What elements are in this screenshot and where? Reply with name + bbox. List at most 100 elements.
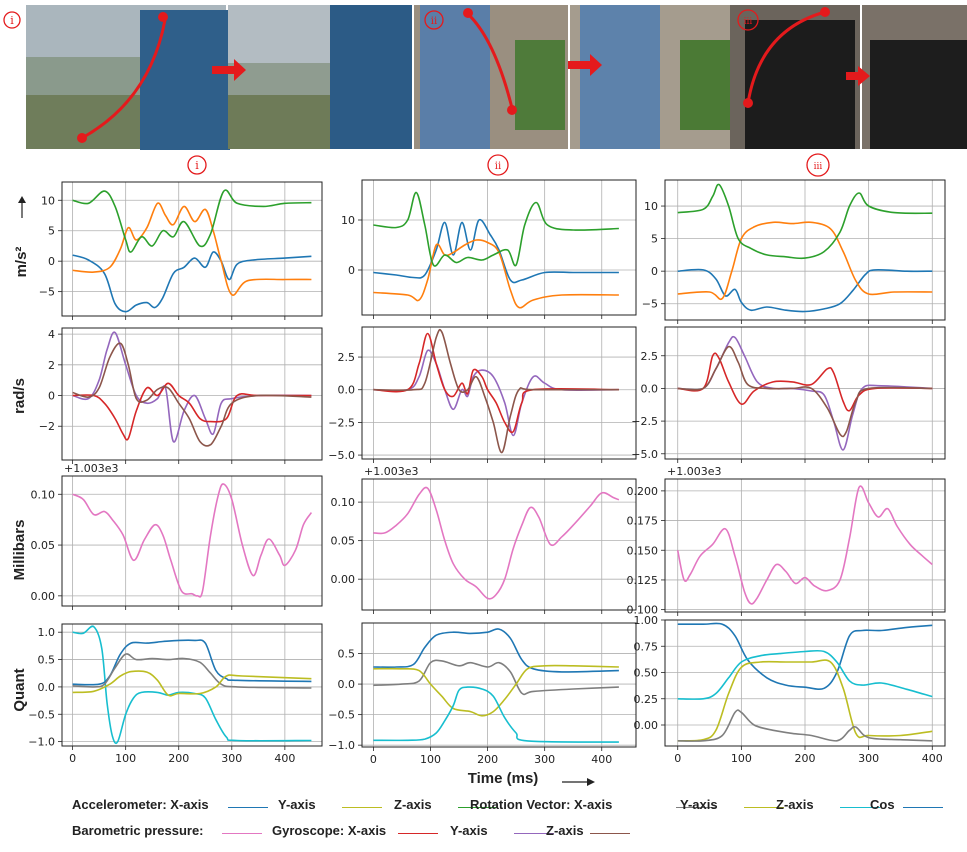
x-tick-label: 300 — [534, 753, 555, 766]
y-tick-label: 2.5 — [338, 351, 356, 364]
y-tick-label: 1.00 — [634, 614, 659, 627]
legend-swatch — [590, 833, 630, 834]
x-tick-label: 0 — [674, 752, 681, 765]
chart-rv-i: 0 100 200 300 400 −1.0 −0.5 0.0 0.5 1.0 — [28, 623, 323, 765]
series-rv_cos — [373, 628, 619, 673]
photo-strip: i ii iii — [3, 5, 967, 150]
legend-swatch — [840, 807, 880, 808]
y-tick-label: 0.0 — [338, 384, 356, 397]
offset-label: +1.003e3 — [364, 465, 418, 478]
y-tick-label: 0.00 — [31, 590, 56, 603]
y-tick-label: 5 — [651, 233, 658, 246]
legend-label: Barometric pressure: — [72, 823, 204, 838]
chart-gyr-iii: −5.0 −2.5 0.0 2.5 — [631, 326, 946, 463]
y-tick-label: 0.05 — [331, 535, 356, 548]
y-tick-label: −2.5 — [631, 415, 658, 428]
x-tick-label: 100 — [420, 753, 441, 766]
y-tick-label: −1.0 — [328, 739, 355, 752]
y-tick-label: 0.0 — [38, 681, 56, 694]
series-baro — [72, 483, 313, 598]
legend-swatch — [744, 807, 784, 808]
y-tick-label: −2 — [39, 420, 55, 433]
y-tick-label: 2.5 — [641, 350, 659, 363]
series-gyr_z — [373, 328, 619, 454]
y-tick-label: 0.75 — [634, 640, 659, 653]
y-tick-label: 2 — [48, 359, 55, 372]
x-tick-label: 400 — [922, 752, 943, 765]
y-tick-label: 0 — [348, 264, 355, 277]
ylabel-gyr: rad/s — [11, 378, 28, 414]
y-tick-label: 0.5 — [338, 648, 356, 661]
series-rv_x — [72, 653, 312, 689]
legend-swatch — [676, 807, 716, 808]
x-tick-label: 200 — [168, 752, 189, 765]
plot-frame — [361, 478, 637, 611]
series-acc_z — [72, 189, 312, 253]
series-acc_y — [72, 202, 312, 296]
legend-label: Cos — [870, 797, 895, 812]
y-tick-label: 0.25 — [634, 693, 659, 706]
x-tick-label: 200 — [795, 752, 816, 765]
x-tick-label: 100 — [731, 752, 752, 765]
svg-text:iii: iii — [814, 162, 823, 172]
plot-frame — [664, 179, 946, 321]
photo-marker-iii: iii — [737, 9, 759, 31]
chart-gyr-ii: −5.0 −2.5 0.0 2.5 — [328, 326, 637, 463]
column-label-i: i — [187, 155, 207, 175]
chart-baro-i: 0.00 0.05 0.10 +1.003e3 — [31, 462, 323, 610]
legend-label: Y-axis — [278, 797, 316, 812]
y-tick-label: 10 — [41, 194, 55, 207]
y-tick-label: 0.5 — [38, 654, 56, 667]
series-rv_cos — [677, 622, 933, 691]
y-tick-label: 0 — [651, 265, 658, 278]
series-rv_z — [677, 649, 933, 700]
y-tick-label: −0.5 — [28, 708, 55, 721]
series-gyr_y — [72, 331, 312, 443]
xlabel: Time (ms) — [468, 770, 539, 787]
column-label-iii: iii — [806, 153, 830, 177]
legend-swatch — [228, 807, 268, 808]
plot-frame — [61, 623, 323, 747]
series-rv_x — [373, 659, 619, 696]
photo-marker-i: i — [3, 11, 21, 29]
legend-swatch — [514, 833, 554, 834]
series-acc_y — [677, 221, 933, 301]
y-tick-label: 0.0 — [338, 678, 356, 691]
y-tick-label: −1.0 — [28, 736, 55, 749]
y-tick-label: 0.00 — [331, 573, 356, 586]
ylabel-rv: Quant — [11, 668, 28, 711]
y-tick-label: 0.175 — [627, 515, 659, 528]
series-acc_x — [373, 218, 619, 284]
legend-label: Accelerometer: X-axis — [72, 797, 209, 812]
y-tick-label: 0.05 — [31, 539, 56, 552]
series-gyr_y — [373, 349, 619, 437]
chart-baro-ii: 0.00 0.05 0.10 +1.003e3 — [331, 465, 637, 614]
series-gyr_x — [677, 352, 933, 412]
series-acc_z — [373, 191, 619, 267]
series-gyr_x — [373, 332, 619, 434]
legend-label: Z-axis — [776, 797, 814, 812]
chart-baro-iii: 0.100 0.125 0.150 0.175 0.200 +1.003e3 — [627, 465, 946, 617]
svg-text:i: i — [10, 14, 14, 27]
y-tick-label: 0.150 — [627, 544, 659, 557]
legend-swatch — [903, 807, 943, 808]
photo-panel-ii — [414, 5, 740, 149]
x-tick-label: 400 — [274, 752, 295, 765]
svg-text:ii: ii — [495, 161, 501, 172]
x-tick-label: 400 — [591, 753, 612, 766]
chart-rv-iii: 0 100 200 300 400 0.00 0.25 0.50 0.75 1.00 — [634, 614, 946, 765]
y-tick-label: −0.5 — [328, 709, 355, 722]
plot-frame — [61, 181, 323, 317]
x-tick-label: 0 — [69, 752, 76, 765]
legend-label: Z-axis — [546, 823, 584, 838]
series-rv_x — [677, 709, 933, 742]
y-tick-label: 0.10 — [31, 488, 56, 501]
legend-swatch — [222, 833, 262, 834]
y-tick-label: 10 — [341, 214, 355, 227]
svg-text:i: i — [195, 159, 199, 172]
series-baro — [373, 486, 620, 600]
chart-acc-ii: 0 10 — [341, 179, 637, 319]
y-tick-label: 0.10 — [331, 496, 356, 509]
legend-label: Rotation Vector: X-axis — [470, 797, 613, 812]
svg-text:iii: iii — [744, 17, 753, 27]
